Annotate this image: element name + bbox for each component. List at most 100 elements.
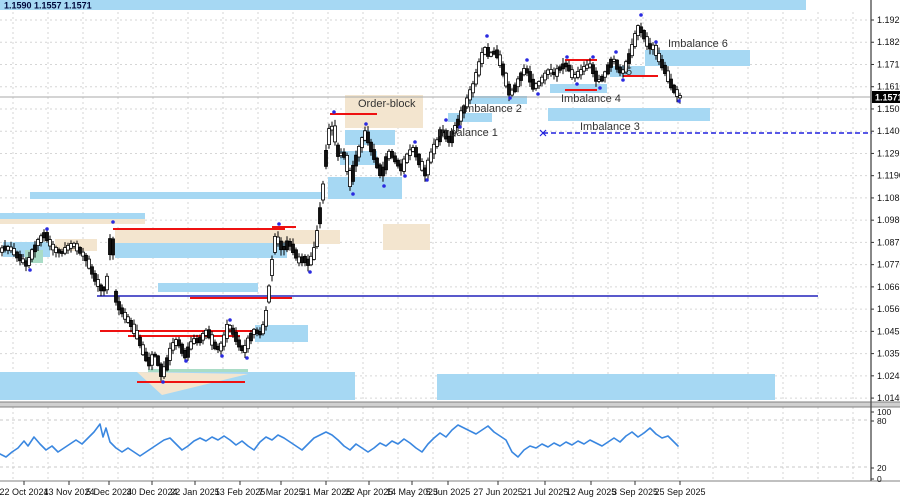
candle-body (621, 69, 625, 74)
candle-body (96, 279, 100, 287)
candle-body (198, 337, 202, 344)
oscillator-tick-label: 0 (877, 474, 882, 484)
fractal-down-dot (161, 380, 165, 384)
blue-zone-rect (328, 177, 402, 199)
candle-body (174, 339, 178, 346)
date-tick-label: 21 Jul 2025 (522, 487, 569, 497)
candle-body (141, 344, 145, 356)
candle-body (267, 285, 271, 303)
blue-zone-rect (466, 96, 527, 104)
candle-body (360, 137, 364, 148)
candle-body (672, 84, 676, 93)
candle-body (372, 149, 376, 160)
candle-body (576, 71, 580, 78)
candle-body (204, 329, 208, 336)
candle-body (303, 255, 307, 264)
candle-body (33, 244, 37, 253)
candle-body (642, 29, 646, 40)
candle-body (525, 68, 529, 74)
date-tick-label: 30 Dec 2024 (126, 487, 177, 497)
candle-body (192, 338, 196, 344)
candle-body (102, 286, 106, 292)
candle-body (348, 170, 352, 188)
candle-body (615, 59, 619, 70)
oscillator-tick-label: 20 (877, 463, 887, 473)
price-tick-label: 1.1505 (877, 104, 900, 114)
blue-zone-rect (448, 113, 492, 122)
candle-body (618, 66, 622, 74)
candle-body (87, 258, 91, 269)
date-tick-label: 3 Sep 2025 (612, 487, 658, 497)
candle-body (357, 145, 361, 158)
candle-body (378, 164, 382, 177)
imbalance-zones (0, 0, 806, 400)
candle-body (633, 33, 637, 47)
price-tick-label: 1.0455 (877, 326, 900, 336)
price-tick-label: 1.0980 (877, 215, 900, 225)
candle-body (216, 345, 220, 351)
price-tick-label: 1.0560 (877, 304, 900, 314)
candle-body (627, 53, 631, 64)
candle-body (657, 53, 661, 63)
candle-body (606, 64, 610, 75)
candle-body (228, 324, 232, 330)
blue-zone-rect (345, 130, 395, 145)
price-axis[interactable]: 1.1925 1.1820 1.1715 1.1610 1.1505 1.1400 1.12… (870, 0, 900, 484)
fractal-down-dot (677, 99, 681, 103)
candle-body (36, 239, 40, 246)
blue-zone-rect (115, 243, 287, 258)
date-tick-label: 13 Feb 2025 (215, 487, 266, 497)
candle-body (645, 36, 649, 47)
candle-body (294, 249, 298, 259)
price-tick-label: 1.0875 (877, 237, 900, 247)
date-tick-label: 13 Nov 2024 (43, 487, 94, 497)
candle-body (201, 332, 205, 341)
candle-body (465, 97, 469, 108)
fractal-up-dot (364, 122, 368, 126)
blue-zone-rect (30, 192, 322, 199)
candle-body (93, 273, 97, 282)
fractal-down-dot (458, 125, 462, 129)
candle-body (177, 339, 181, 347)
candle-body (288, 240, 292, 247)
candle-body (105, 275, 109, 291)
candle-body (315, 230, 319, 248)
candle-body (27, 257, 31, 266)
candle-body (390, 150, 394, 158)
fractal-up-dot (565, 55, 569, 59)
candle-body (612, 58, 616, 62)
candle-body (90, 266, 94, 275)
fractal-dots (28, 13, 681, 384)
fractal-up-dot (332, 110, 336, 114)
candle-body (297, 256, 301, 264)
fractal-up-dot (654, 40, 658, 44)
annotation-label: Imbalance 3 (580, 121, 640, 133)
oscillator-pane[interactable] (0, 419, 870, 468)
candle-body (363, 130, 367, 141)
candle-body (537, 81, 541, 87)
candle-body (51, 243, 55, 251)
candle-body (213, 341, 217, 350)
candle-body (339, 152, 343, 156)
fractal-down-dot (508, 96, 512, 100)
blue-zone-rect (645, 50, 750, 66)
candle-body (552, 71, 556, 76)
candle-body (549, 69, 553, 74)
candle-body (429, 151, 433, 163)
pane-separators[interactable] (0, 401, 900, 482)
fractal-up-dot (614, 50, 618, 54)
candle-body (327, 128, 331, 146)
candle-body (534, 83, 538, 89)
candle-body (60, 251, 64, 254)
candle-body (486, 47, 490, 57)
fractal-down-dot (403, 174, 407, 178)
candle-body (459, 110, 463, 122)
candle-body (282, 245, 286, 250)
candle-body (234, 331, 238, 342)
candle-body (279, 240, 283, 251)
candle-body (531, 78, 535, 90)
pane-divider[interactable] (0, 402, 900, 407)
